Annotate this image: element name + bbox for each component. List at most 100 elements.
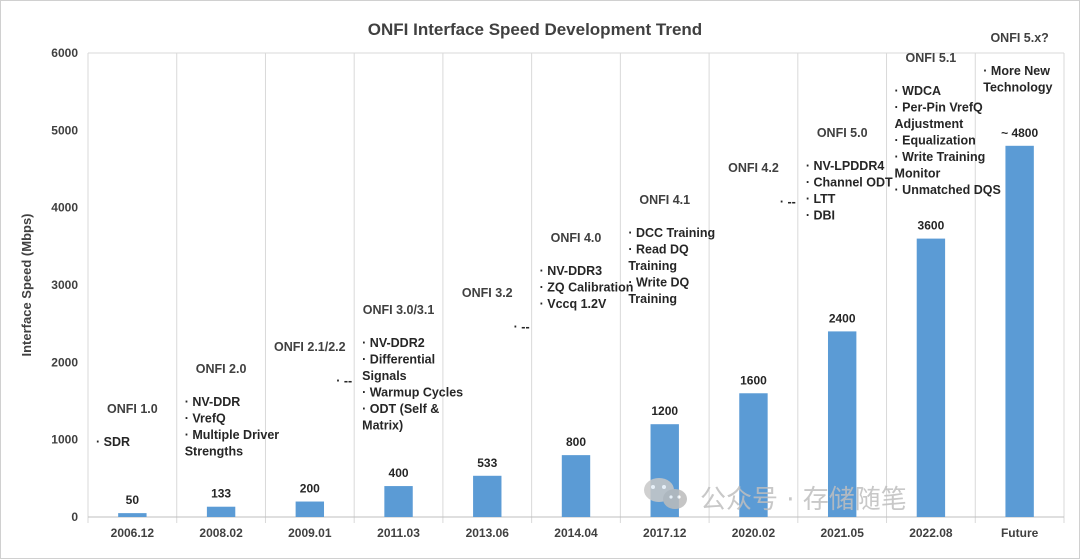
data-label: 3600	[918, 219, 945, 233]
annotation-item: · LTT	[806, 192, 836, 206]
annotation-item: · DCC Training	[628, 226, 715, 240]
x-tick-label: 2008.02	[199, 526, 243, 540]
bar	[384, 486, 413, 517]
annotation-item-cont: Matrix)	[362, 419, 403, 433]
annotation-title: ONFI 4.1	[639, 193, 690, 207]
y-tick-label: 3000	[51, 278, 78, 292]
annotation-block: ONFI 2.0 · NV-DDR · VrefQ · Multiple Driver…	[185, 362, 280, 459]
annotation-item-cont: Training	[628, 292, 677, 306]
y-tick-label: 5000	[51, 123, 78, 137]
annotation-item: · SDR	[96, 435, 130, 449]
annotation-item: · Equalization	[895, 134, 976, 148]
annotation-item: · WDCA	[895, 84, 942, 98]
watermark: 公众号 · 存储随笔	[644, 478, 907, 515]
annotation-block: ONFI 4.1 · DCC Training · Read DQ Training…	[628, 193, 715, 306]
tick-labels: 0 1000 2000 3000 4000 5000 6000 2006.12 2008.02 2…	[51, 46, 1038, 540]
x-tick-label: 2006.12	[111, 526, 155, 540]
annotation-title: ONFI 2.0	[196, 362, 247, 376]
annotation-title: ONFI 4.2	[728, 161, 779, 175]
data-label: 400	[389, 466, 409, 480]
bar	[561, 455, 591, 517]
annotation-item-cont: Adjustment	[895, 117, 965, 131]
annotation-item-cont: Signals	[362, 369, 407, 383]
data-label: 1200	[651, 404, 678, 418]
bar	[916, 238, 946, 517]
bar	[295, 501, 325, 517]
bar	[739, 393, 768, 517]
bar	[118, 513, 147, 517]
x-tick-label: Future	[1001, 526, 1039, 540]
annotation-item: · Multiple Driver	[185, 428, 280, 442]
chart-title: ONFI Interface Speed Development Trend	[368, 20, 702, 39]
bar	[827, 331, 857, 517]
annotation-title: ONFI 3.2	[462, 286, 513, 300]
annotation-block: ONFI 3.0/3.1 · NV-DDR2 · Differential Sign…	[362, 303, 463, 433]
annotation-item: · Differential	[362, 353, 435, 367]
x-tick-label: 2014.04	[554, 526, 598, 540]
x-tick-label: 2021.05	[820, 526, 864, 540]
x-tick-label: 2013.06	[466, 526, 510, 540]
gridlines	[87, 52, 1065, 523]
annotation-block: ONFI 2.1/2.2 · --	[274, 340, 352, 388]
annotation-item: · Warmup Cycles	[362, 386, 463, 400]
annotation-title: ONFI 5.x?	[990, 31, 1048, 45]
annotation-block: ONFI 3.2 · --	[462, 286, 530, 334]
annotation-title: ONFI 4.0	[551, 231, 602, 245]
annotation-title: ONFI 3.0/3.1	[363, 303, 435, 317]
data-label: 2400	[829, 311, 856, 325]
y-tick-label: 0	[71, 510, 78, 524]
annotation-item: · ODT (Self &	[362, 402, 439, 416]
annotation-title: ONFI 1.0	[107, 402, 158, 416]
annotation-item: · NV-DDR	[185, 395, 241, 409]
annotation-item: · More New	[983, 64, 1050, 78]
annotation-title: ONFI 2.1/2.2	[274, 340, 346, 354]
annotation-block: ONFI 4.0 · NV-DDR3 · ZQ Calibration · Vccq …	[540, 231, 634, 311]
annotation-item-cont: Monitor	[895, 167, 941, 181]
x-tick-label: 2011.03	[377, 526, 420, 540]
annotation-block: ONFI 4.2 · --	[728, 161, 796, 209]
y-axis-label: Interface Speed (Mbps)	[19, 213, 34, 356]
bars	[118, 145, 1034, 518]
annotation-item: · Vccq 1.2V	[540, 297, 607, 311]
bar	[206, 506, 236, 517]
annotation-item-cont: Technology	[983, 81, 1052, 95]
annotation-item: · Read DQ	[628, 243, 689, 257]
data-label: 50	[126, 493, 140, 507]
annotation-block: ONFI 5.x? · More New Technology	[983, 31, 1052, 95]
bar	[1005, 145, 1034, 518]
wechat-icon	[644, 478, 687, 509]
y-tick-label: 6000	[51, 46, 78, 60]
bar	[473, 475, 502, 517]
annotation-item: · ZQ Calibration	[540, 281, 634, 295]
watermark-text: 公众号 · 存储随笔	[700, 485, 907, 515]
data-label: 800	[566, 435, 586, 449]
annotation-item: · NV-DDR2	[362, 336, 425, 350]
x-tick-label: 2022.08	[909, 526, 953, 540]
annotation-item: · --	[336, 374, 352, 388]
data-label: 1600	[740, 373, 767, 387]
data-label: 200	[300, 482, 320, 496]
annotation-item: · Write DQ	[628, 276, 689, 290]
annotation-title: ONFI 5.0	[817, 126, 868, 140]
x-tick-label: 2009.01	[288, 526, 332, 540]
annotation-item-cont: Strengths	[185, 445, 243, 459]
y-tick-label: 2000	[51, 355, 78, 369]
data-label: ~ 4800	[1001, 126, 1038, 140]
data-label: 533	[477, 456, 497, 470]
annotation-block: ONFI 5.1 · WDCA · Per-Pin VrefQ Adjustment…	[895, 51, 1001, 197]
annotation-block: ONFI 1.0 · SDR	[96, 402, 158, 449]
x-tick-label: 2017.12	[643, 526, 687, 540]
annotation-item: · --	[514, 320, 530, 334]
y-tick-label: 1000	[51, 433, 78, 447]
annotation-item: · VrefQ	[185, 412, 226, 426]
x-tick-label: 2020.02	[732, 526, 776, 540]
annotation-item-cont: Training	[628, 259, 677, 273]
annotation-block: ONFI 5.0 · NV-LPDDR4 · Channel ODT · LTT · D…	[806, 126, 893, 223]
annotations: ONFI 1.0 · SDR ONFI 2.0 · NV-DDR · VrefQ · Mu…	[96, 31, 1053, 459]
annotation-title: ONFI 5.1	[906, 51, 957, 65]
annotation-item: · Per-Pin VrefQ	[895, 101, 983, 115]
annotation-item: · Unmatched DQS	[895, 183, 1001, 197]
annotation-item: · NV-LPDDR4	[806, 159, 885, 173]
